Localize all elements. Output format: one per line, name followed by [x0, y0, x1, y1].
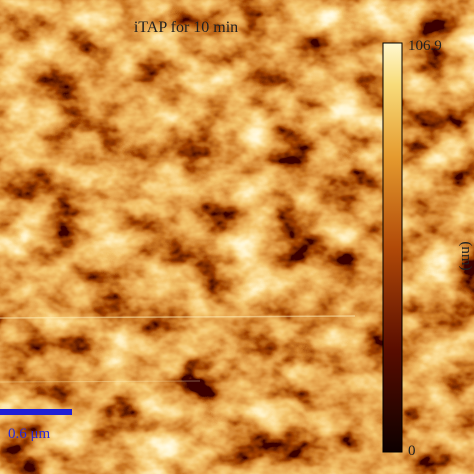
scan-line: [0, 315, 356, 319]
colorbar: [382, 42, 403, 453]
afm-image: [0, 42, 356, 452]
height-map: [0, 42, 355, 452]
colorbar-max-label: 106.9: [408, 38, 442, 54]
scale-bar-label: 0.6 μm: [8, 426, 51, 442]
scan-line: [0, 380, 201, 383]
colorbar-unit: (nm): [458, 241, 474, 270]
title: iTAP for 10 min: [134, 19, 238, 36]
colorbar-min-label: 0: [408, 443, 416, 459]
